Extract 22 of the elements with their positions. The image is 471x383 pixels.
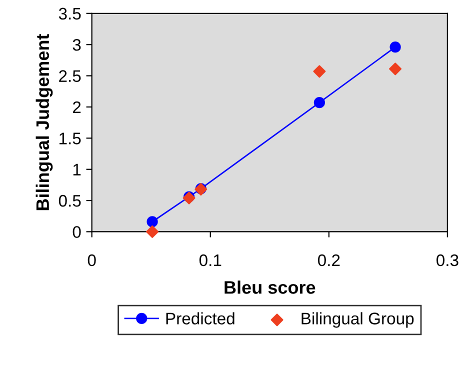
y-axis-title: Bilingual Judgement <box>36 34 53 210</box>
point <box>314 97 325 108</box>
y-tick-label: 2 <box>73 101 81 114</box>
y-tick-label: 0.5 <box>58 194 81 207</box>
y-tick-label: 3.5 <box>58 8 81 20</box>
x-tick-label: 0.2 <box>318 254 340 266</box>
legend-label: Predicted <box>166 312 234 324</box>
y-tick-label: 2.5 <box>59 70 81 82</box>
point <box>146 216 158 228</box>
x-tick-label: 0 <box>88 254 96 266</box>
y-tick-label: 1 <box>73 164 81 176</box>
legend-label: Bilingual Group <box>302 312 414 328</box>
y-tick-label: 0 <box>72 226 81 238</box>
x-axis-title: Bleu score <box>224 280 316 294</box>
point <box>389 62 402 76</box>
point <box>146 225 159 238</box>
point <box>313 65 326 78</box>
x-tick-label: 0.1 <box>199 254 222 266</box>
point <box>390 42 401 53</box>
x-tick-label: 0.3 <box>436 254 458 266</box>
y-tick-label: 1.5 <box>60 132 81 144</box>
y-tick-label: 3 <box>72 38 81 51</box>
